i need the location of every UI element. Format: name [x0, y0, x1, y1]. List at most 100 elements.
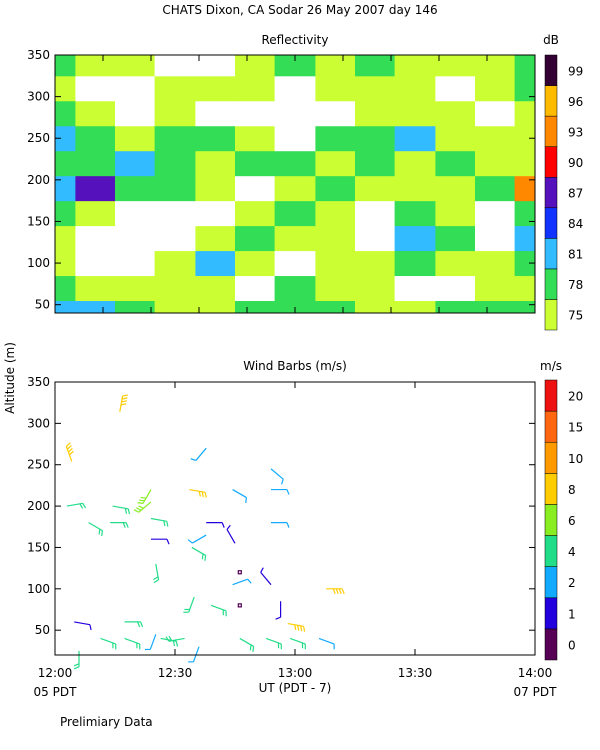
contour-cell [75, 225, 116, 252]
colorbar-segment [544, 628, 558, 661]
panel-title: Reflectivity [261, 33, 328, 47]
contour-cell [55, 275, 76, 302]
contour-cell [195, 200, 236, 227]
colorbar-segment [544, 566, 558, 599]
x-tick-label: 13:00 [278, 666, 313, 680]
contour-cell [235, 125, 276, 152]
contour-cell [475, 200, 516, 227]
contour-cell [75, 200, 116, 227]
contour-cell [435, 125, 476, 152]
contour-cell [355, 150, 396, 177]
x-end-label: 07 PDT [514, 685, 558, 699]
contour-cell [315, 125, 356, 152]
contour-cell [435, 175, 476, 202]
colorbar-tick-label: 78 [568, 278, 583, 292]
y-tick-label: 200 [27, 173, 50, 187]
contour-cell [235, 225, 276, 252]
contour-cell [195, 300, 236, 313]
contour-cell [154, 75, 196, 102]
colorbar-segment [544, 268, 558, 300]
colorbar-tick-label: 10 [568, 452, 583, 466]
y-tick-label: 250 [27, 131, 50, 145]
colorbar-segment [544, 410, 558, 443]
contour-cell [435, 200, 476, 227]
panel-title: Wind Barbs (m/s) [243, 359, 347, 373]
plot-frame [54, 381, 536, 656]
contour-cell [315, 300, 356, 313]
contour-cell [75, 100, 116, 127]
wind-barb [190, 447, 207, 462]
wind-barb [165, 635, 185, 642]
contour-cell [475, 300, 516, 313]
contour-cell [355, 55, 396, 77]
wind-barb [326, 588, 345, 595]
contour-cell [355, 125, 396, 152]
contour-cell [475, 150, 516, 177]
contour-cell [315, 225, 356, 252]
contour-cell [394, 125, 436, 152]
wind-barb [232, 489, 248, 503]
contour-cell [394, 200, 436, 227]
contour-cell [274, 175, 316, 202]
y-tick-label: 50 [35, 623, 50, 637]
contour-cell [154, 175, 196, 202]
wind-barb [112, 505, 131, 515]
contour-cell [195, 225, 236, 252]
contour-cell [115, 100, 156, 127]
contour-cell [435, 275, 476, 302]
contour-cell [75, 300, 116, 313]
wind-barb [226, 524, 236, 544]
contour-cell [274, 55, 316, 77]
colorbar-tick-label: 15 [568, 421, 583, 435]
x-tick-label: 12:30 [158, 666, 193, 680]
wind-barb [239, 637, 255, 652]
contour-cell [235, 300, 276, 313]
wind-barb [74, 621, 92, 631]
colorbar-segment [544, 299, 558, 331]
contour-cell [195, 275, 236, 302]
contour-cell [115, 175, 156, 202]
contour-cell [475, 250, 516, 277]
contour-cell [75, 55, 116, 77]
wind-barb [191, 546, 207, 561]
contour-cell [274, 150, 316, 177]
y-tick-label: 300 [27, 90, 50, 104]
contour-cell [75, 275, 116, 302]
x-tick-label: 13:30 [398, 666, 433, 680]
wind-barb [187, 534, 207, 544]
contour-cell [115, 75, 156, 102]
contour-cell [355, 100, 396, 127]
colorbar-tick-label: 96 [568, 95, 583, 109]
contour-cell [55, 175, 76, 202]
contour-cell [55, 75, 76, 102]
y-tick-label: 300 [27, 416, 50, 430]
contour-cell [315, 75, 356, 102]
contour-cell [514, 200, 535, 227]
contour-cell [274, 100, 316, 127]
contour-cell [154, 275, 196, 302]
wind-barb [237, 570, 242, 575]
wind-barb [189, 488, 207, 498]
contour-cell [355, 275, 396, 302]
colorbar-tick-label: 84 [568, 217, 583, 231]
wind-barb [210, 604, 227, 617]
colorbar-tick-label: 1 [568, 607, 576, 621]
contour-cell [195, 125, 236, 152]
contour-cell [154, 200, 196, 227]
contour-cell [475, 275, 516, 302]
colorbar-tick-label: 8 [568, 483, 576, 497]
wind-barb [183, 596, 195, 613]
contour-cell [235, 75, 276, 102]
colorbar-tick-label: 75 [568, 309, 583, 323]
contour-cell [55, 250, 76, 277]
wind-barb [275, 601, 282, 620]
contour-cell [315, 200, 356, 227]
y-tick-label: 150 [27, 214, 50, 228]
contour-cell [394, 175, 436, 202]
colorbar-tick-label: 0 [568, 638, 576, 652]
contour-cell [115, 225, 156, 252]
colorbar-segment [544, 504, 558, 536]
contour-cell [115, 250, 156, 277]
contour-cell [154, 55, 196, 77]
colorbar-segment [544, 535, 558, 567]
